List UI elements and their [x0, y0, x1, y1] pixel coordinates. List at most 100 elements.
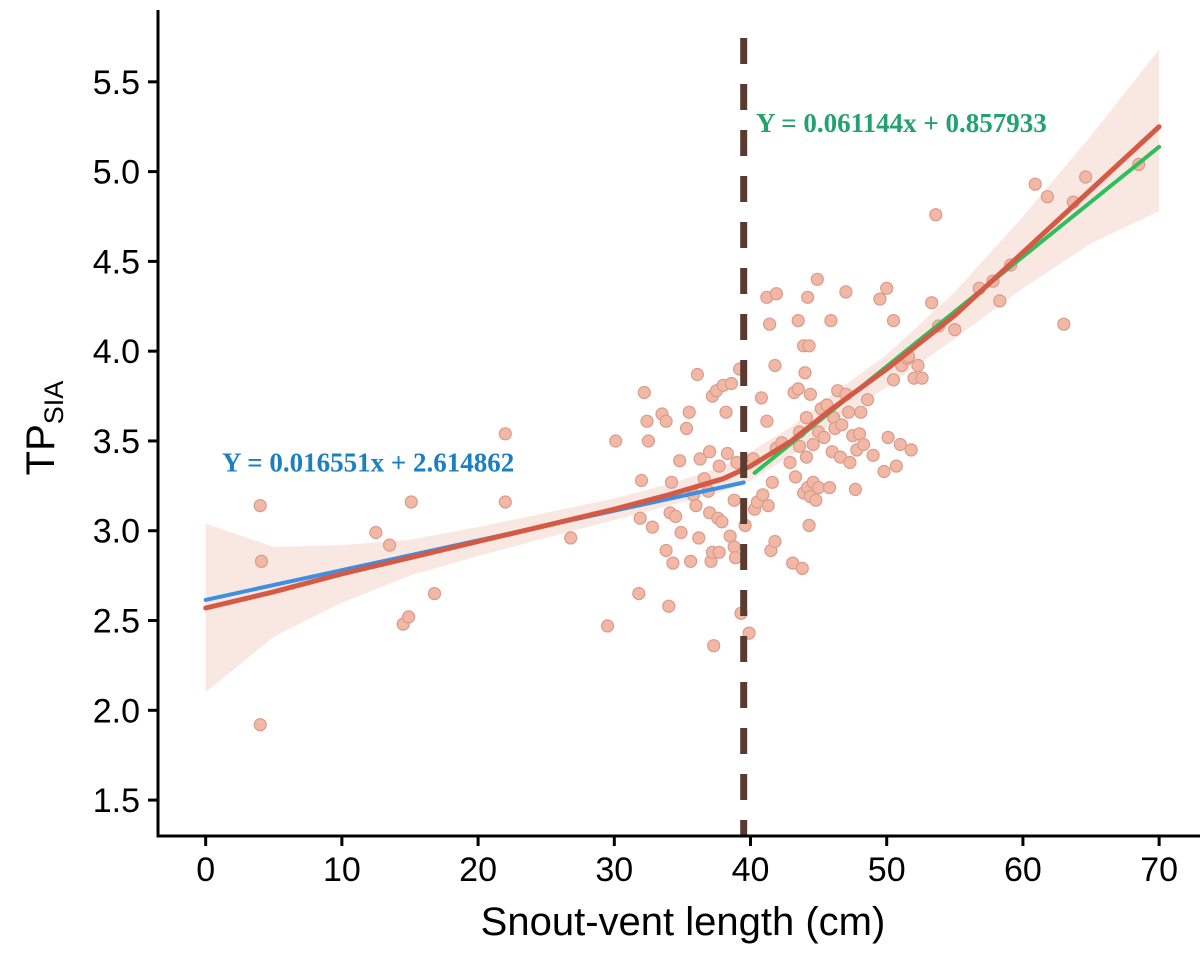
data-point — [634, 473, 649, 488]
data-point — [817, 430, 831, 444]
data-point — [683, 554, 698, 568]
data-point — [843, 455, 857, 470]
data-point — [768, 358, 782, 373]
x-tick-label: 0 — [196, 851, 215, 889]
data-point — [689, 499, 703, 513]
data-point — [866, 448, 880, 462]
y-axis-title-subscript: SIA — [39, 381, 69, 425]
data-point — [822, 481, 837, 495]
data-point — [1078, 170, 1093, 184]
data-point — [727, 493, 741, 507]
data-point — [254, 554, 269, 568]
smooth-fit-line — [203, 124, 1162, 611]
y-tick-label: 5.0 — [93, 154, 140, 192]
data-point — [600, 619, 615, 633]
labels-layer: Snout-vent length (cm) TPSIA Y = 0.01655… — [19, 108, 1047, 944]
scatter-points-layer — [253, 157, 1146, 732]
data-point — [693, 452, 707, 466]
data-point — [1057, 317, 1071, 331]
data-point — [253, 499, 267, 513]
data-point — [854, 405, 868, 419]
y-axis-title-main: TP — [19, 424, 63, 475]
axes-layer: 1.5 2.0 2.5 3.0 3.5 4.0 4.5 5.0 5.5 0 10 20 30 40 50 60… — [93, 10, 1200, 889]
data-point — [802, 518, 816, 533]
data-point — [904, 443, 918, 457]
data-point — [404, 495, 418, 509]
data-point — [720, 446, 735, 461]
y-tick-label: 4.0 — [93, 333, 140, 371]
data-point — [664, 475, 679, 489]
data-point — [383, 538, 397, 552]
data-point — [911, 358, 925, 373]
data-point — [707, 639, 721, 653]
data-point — [806, 437, 820, 452]
data-point — [498, 495, 512, 509]
data-point — [659, 543, 673, 558]
data-point — [881, 430, 895, 444]
data-point — [880, 281, 894, 295]
y-tick-label: 2.5 — [93, 603, 140, 641]
data-point — [640, 414, 654, 428]
confidence-band — [205, 49, 1160, 693]
data-point — [633, 511, 647, 525]
y-tick-label: 3.5 — [93, 423, 140, 461]
data-point — [762, 317, 777, 331]
data-point — [723, 529, 737, 543]
y-tick-label: 4.5 — [93, 243, 140, 281]
data-point — [609, 434, 623, 448]
x-tick-label: 10 — [323, 851, 361, 889]
data-point — [860, 393, 875, 407]
data-point — [768, 534, 782, 549]
data-point — [835, 418, 849, 432]
data-point — [754, 391, 769, 405]
data-point — [369, 525, 383, 540]
data-point — [886, 314, 901, 328]
x-tick-label: 40 — [732, 851, 770, 889]
data-point — [788, 470, 803, 484]
x-axis-title: Snout-vent length (cm) — [481, 900, 886, 944]
data-point — [715, 515, 729, 529]
y-tick-label: 3.0 — [93, 513, 140, 551]
data-point — [765, 475, 779, 489]
data-point — [760, 414, 774, 428]
x-tick-label: 50 — [868, 851, 906, 889]
data-point — [929, 208, 943, 222]
data-point — [1040, 190, 1055, 204]
data-point — [761, 499, 775, 513]
data-point — [712, 459, 726, 473]
x-tick-label: 30 — [595, 851, 633, 889]
data-point — [839, 285, 853, 299]
data-point — [824, 314, 838, 328]
data-point — [799, 450, 814, 464]
data-point — [925, 296, 939, 310]
fit-lines-layer — [203, 38, 1162, 836]
data-point — [674, 525, 688, 540]
y-tick-label: 1.5 — [93, 782, 140, 820]
data-point — [769, 287, 784, 301]
data-point — [564, 531, 578, 545]
data-point — [795, 561, 809, 576]
data-point — [783, 455, 797, 470]
data-point — [792, 439, 807, 453]
data-point — [802, 339, 816, 353]
data-point — [645, 520, 660, 534]
data-point — [810, 272, 824, 286]
data-point — [948, 323, 962, 337]
data-point — [712, 545, 726, 559]
data-point — [889, 459, 903, 473]
data-point — [702, 445, 717, 459]
data-point — [873, 292, 887, 306]
data-point — [253, 718, 267, 732]
data-point — [809, 493, 823, 507]
data-point — [893, 437, 907, 452]
data-point — [727, 540, 741, 554]
equation-label-right: Y = 0.061144x + 0.857933 — [756, 108, 1047, 138]
data-point — [801, 290, 815, 304]
data-point — [993, 294, 1007, 308]
y-tick-label: 2.0 — [93, 692, 140, 730]
data-point — [811, 481, 826, 495]
data-point — [673, 454, 687, 468]
data-point — [803, 387, 818, 401]
data-point — [666, 556, 680, 570]
